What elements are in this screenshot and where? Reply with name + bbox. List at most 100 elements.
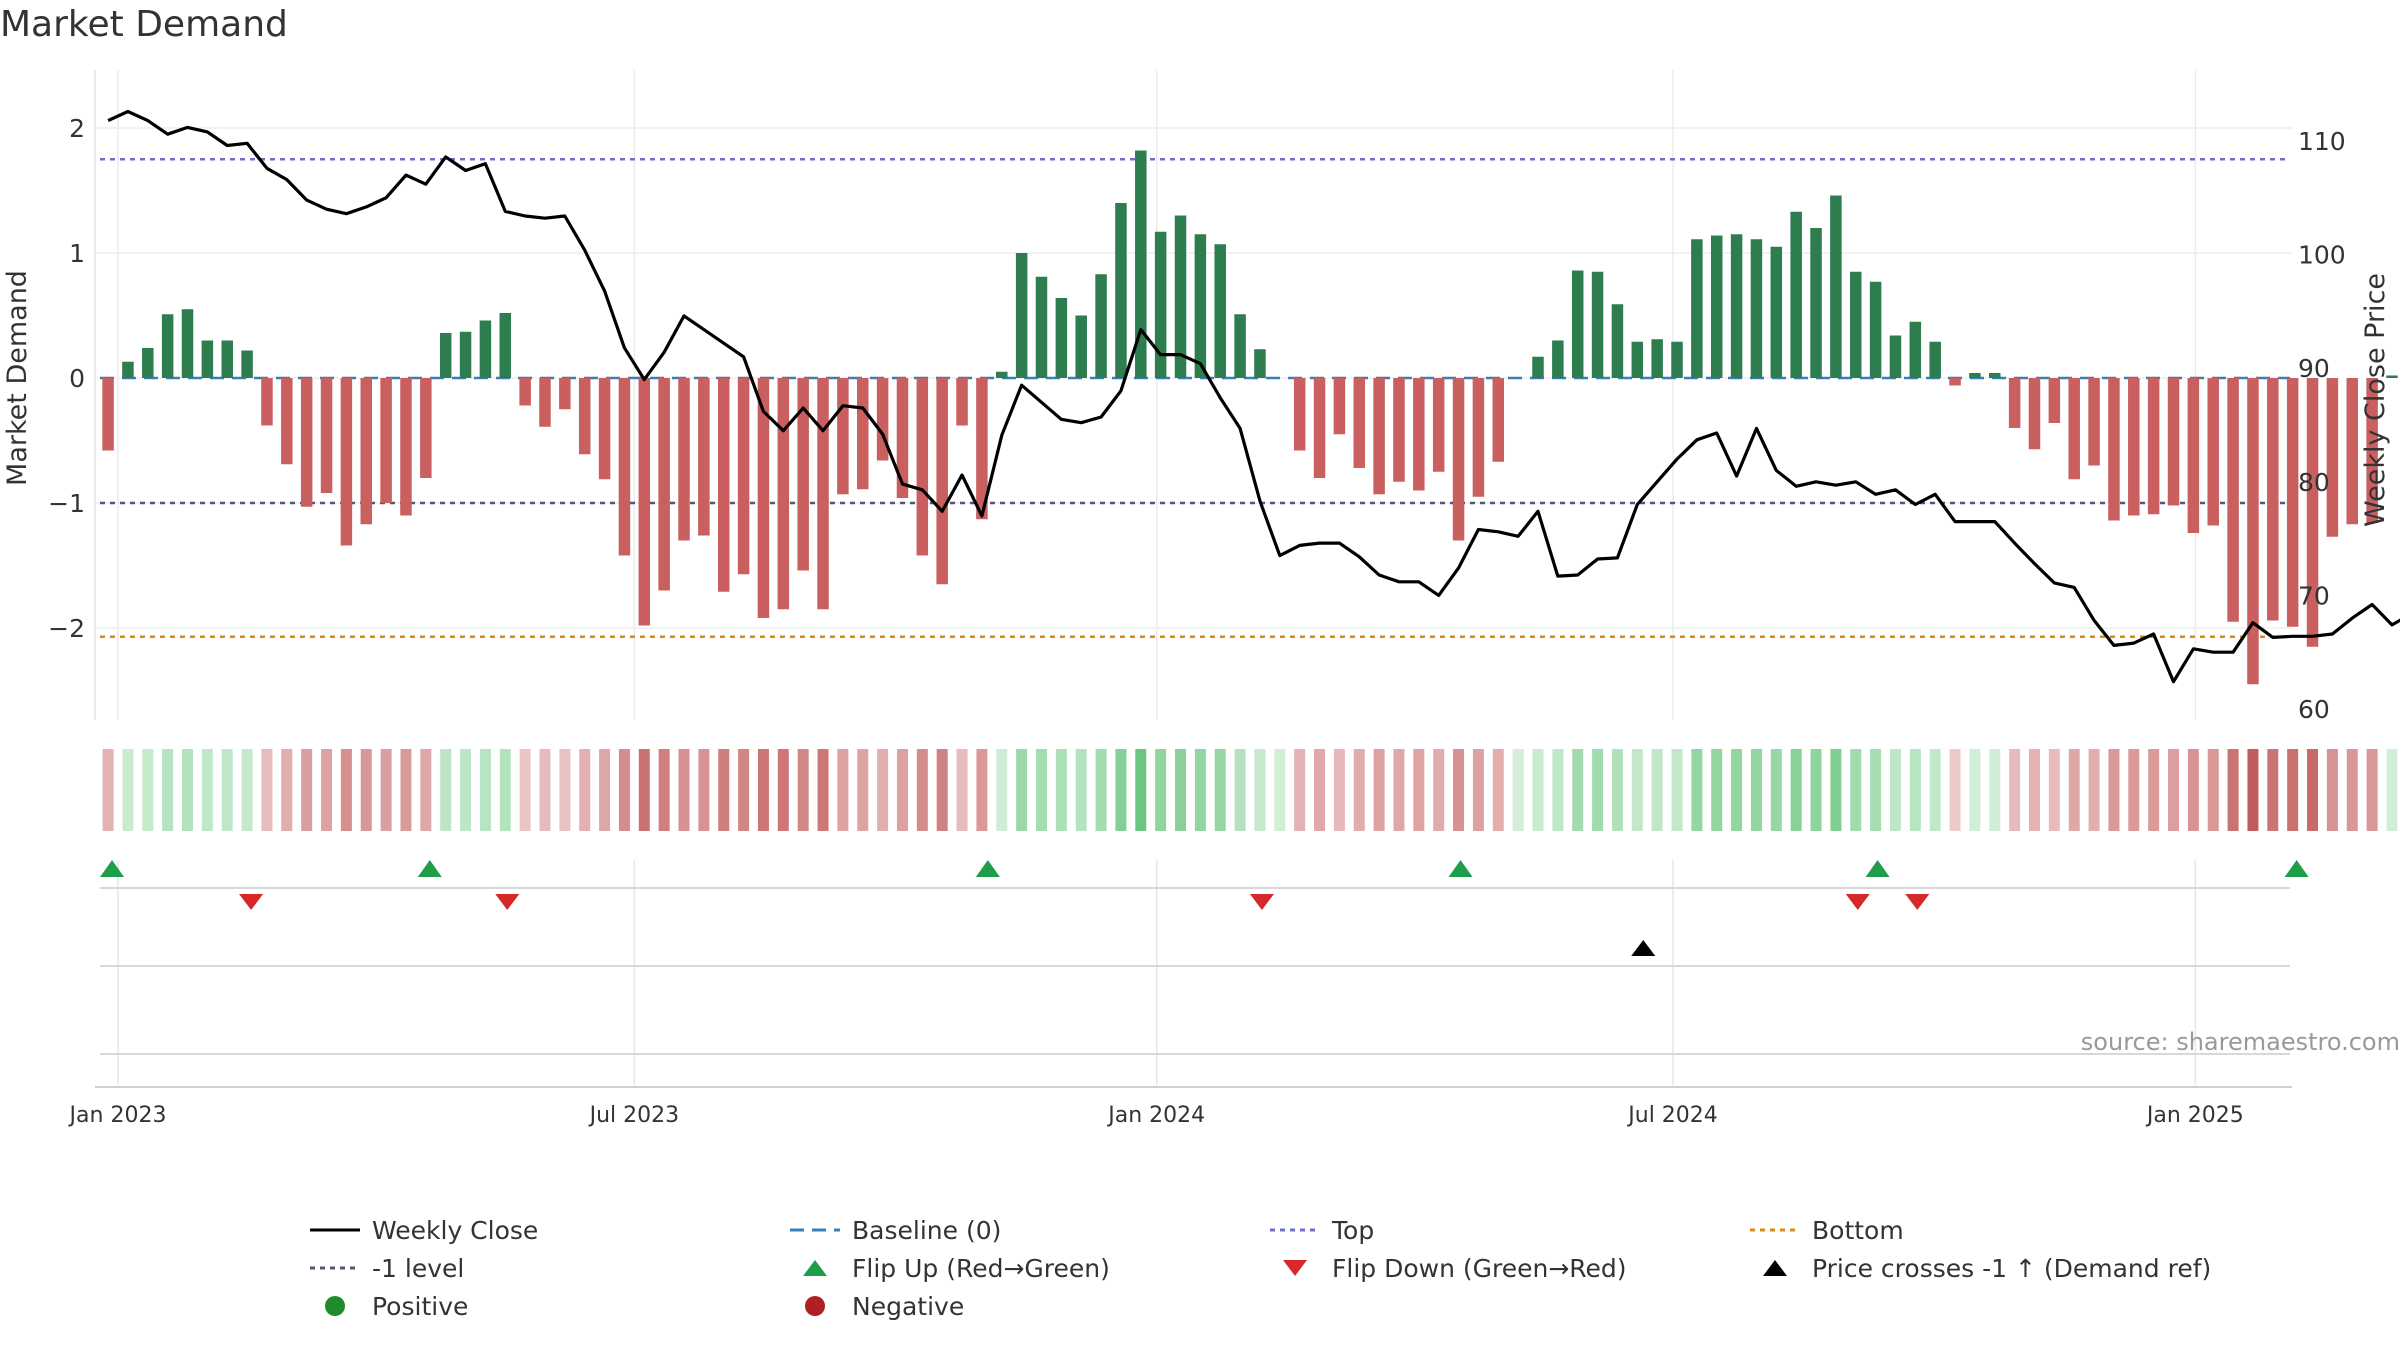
heat-cell bbox=[1492, 749, 1504, 831]
x-tick-label: Jan 2025 bbox=[2145, 1103, 2244, 1128]
demand-bar-positive bbox=[1532, 356, 1544, 378]
legend-item-minus1: -1 level bbox=[300, 1250, 464, 1286]
heat-cell bbox=[2366, 749, 2378, 831]
heat-cell bbox=[221, 749, 233, 831]
heat-cell bbox=[2227, 749, 2239, 831]
demand-bar-negative bbox=[2128, 378, 2140, 516]
heat-cell bbox=[896, 749, 908, 831]
demand-bar-positive bbox=[1611, 304, 1624, 378]
demand-bar-positive bbox=[1254, 349, 1266, 378]
heat-cell bbox=[380, 749, 392, 831]
heat-cell bbox=[440, 749, 452, 831]
page-title: Market Demand bbox=[0, 4, 288, 45]
demand-bar-negative bbox=[598, 378, 611, 480]
heat-cell bbox=[1989, 749, 2001, 831]
legend-label: Positive bbox=[372, 1291, 469, 1321]
demand-bar-negative bbox=[380, 378, 392, 503]
legend-item-cross: Price crosses -1 ↑ (Demand ref) bbox=[1740, 1250, 2211, 1286]
heat-cell bbox=[182, 749, 194, 831]
y2-tick-label: 90 bbox=[2298, 354, 2330, 383]
heat-cell bbox=[956, 749, 968, 831]
heat-cell bbox=[1194, 749, 1206, 831]
heat-cell bbox=[1353, 749, 1365, 831]
demand-bar-negative bbox=[360, 378, 372, 525]
demand-bar-negative bbox=[2108, 378, 2120, 521]
demand-heat-strip bbox=[102, 749, 2398, 831]
heat-cell bbox=[1790, 749, 1802, 831]
flip-down-marker bbox=[1905, 894, 1930, 910]
heat-cell bbox=[976, 749, 988, 831]
heat-cell bbox=[2108, 749, 2120, 831]
heat-cell bbox=[142, 749, 154, 831]
legend-key-positive bbox=[325, 1296, 345, 1316]
heat-cell bbox=[2088, 749, 2100, 831]
heat-cell bbox=[1631, 749, 1643, 831]
legend-key-baseline bbox=[790, 1228, 840, 1232]
heat-cell bbox=[1433, 749, 1445, 831]
demand-bar-negative bbox=[618, 378, 631, 556]
heat-cell bbox=[1214, 749, 1226, 831]
heat-cell bbox=[360, 749, 372, 831]
demand-bar-positive bbox=[1989, 373, 2001, 378]
demand-bar-negative bbox=[2286, 378, 2299, 627]
heat-cell bbox=[777, 749, 789, 831]
heat-cell bbox=[1115, 749, 1127, 831]
legend-key-weekly-close bbox=[310, 1228, 360, 1232]
demand-bar-positive bbox=[1671, 341, 1683, 378]
chart-area: 2 1 0 −1 −2 110 100 90 80 70 60 Jan 2023 Jul 2023 Jan… bbox=[2, 70, 2400, 1128]
demand-bar-negative bbox=[717, 378, 730, 592]
legend-swatch bbox=[803, 1260, 827, 1276]
heat-cell bbox=[2326, 749, 2338, 831]
heat-cell bbox=[618, 749, 630, 831]
demand-bar-negative bbox=[956, 378, 968, 426]
heat-cell bbox=[1611, 749, 1623, 831]
demand-bar-positive bbox=[1850, 271, 1862, 378]
heat-cell bbox=[2307, 749, 2319, 831]
heat-cell bbox=[638, 749, 650, 831]
heat-cell bbox=[1035, 749, 1047, 831]
x-tick-label: Jan 2024 bbox=[1106, 1103, 1205, 1128]
demand-bar-negative bbox=[936, 378, 948, 585]
demand-bar-negative bbox=[2088, 378, 2100, 466]
heat-cell bbox=[321, 749, 333, 831]
legend-key-flip-up bbox=[803, 1260, 827, 1276]
heat-cell bbox=[718, 749, 730, 831]
heat-cell bbox=[1810, 749, 1822, 831]
flip-up-marker bbox=[100, 860, 125, 877]
heat-cell bbox=[1135, 749, 1147, 831]
heat-cell bbox=[1969, 749, 1981, 831]
demand-bar-negative bbox=[1393, 378, 1405, 482]
heat-cell bbox=[1592, 749, 1604, 831]
demand-bar-positive bbox=[439, 333, 452, 378]
heat-cell bbox=[757, 749, 769, 831]
legend-swatch bbox=[1283, 1260, 1307, 1276]
heat-cell bbox=[2028, 749, 2040, 831]
legend-item-weekly-close: Weekly Close bbox=[300, 1212, 538, 1248]
y-tick-label: −1 bbox=[48, 489, 85, 518]
demand-bar-negative bbox=[737, 378, 750, 575]
legend-item-positive: Positive bbox=[300, 1288, 468, 1324]
heat-cell bbox=[2009, 749, 2021, 831]
y2-axis-label: Weekly Close Price bbox=[2360, 273, 2391, 527]
legend-label: Flip Down (Green→Red) bbox=[1332, 1253, 1627, 1283]
heat-cell bbox=[2148, 749, 2160, 831]
heat-cell bbox=[2068, 749, 2080, 831]
heat-cell bbox=[1909, 749, 1921, 831]
demand-bar-negative bbox=[777, 378, 790, 610]
demand-bar-positive bbox=[1035, 276, 1048, 378]
demand-bar-negative bbox=[698, 378, 710, 536]
heat-cell bbox=[1016, 749, 1028, 831]
flip-down-marker bbox=[239, 894, 264, 910]
price-cross-marker bbox=[1631, 940, 1656, 956]
heat-cell bbox=[162, 749, 174, 831]
flip-down-marker bbox=[1845, 894, 1870, 910]
demand-bar-negative bbox=[2068, 378, 2080, 480]
demand-bar-positive bbox=[1214, 244, 1226, 378]
x-tick-label: Jul 2023 bbox=[588, 1103, 680, 1128]
demand-bar-positive bbox=[1770, 246, 1783, 378]
demand-bar-negative bbox=[1472, 378, 1485, 497]
heat-cell bbox=[241, 749, 253, 831]
demand-bar-positive bbox=[1174, 215, 1187, 378]
heat-cell bbox=[1413, 749, 1425, 831]
demand-bar-positive bbox=[1631, 341, 1644, 378]
